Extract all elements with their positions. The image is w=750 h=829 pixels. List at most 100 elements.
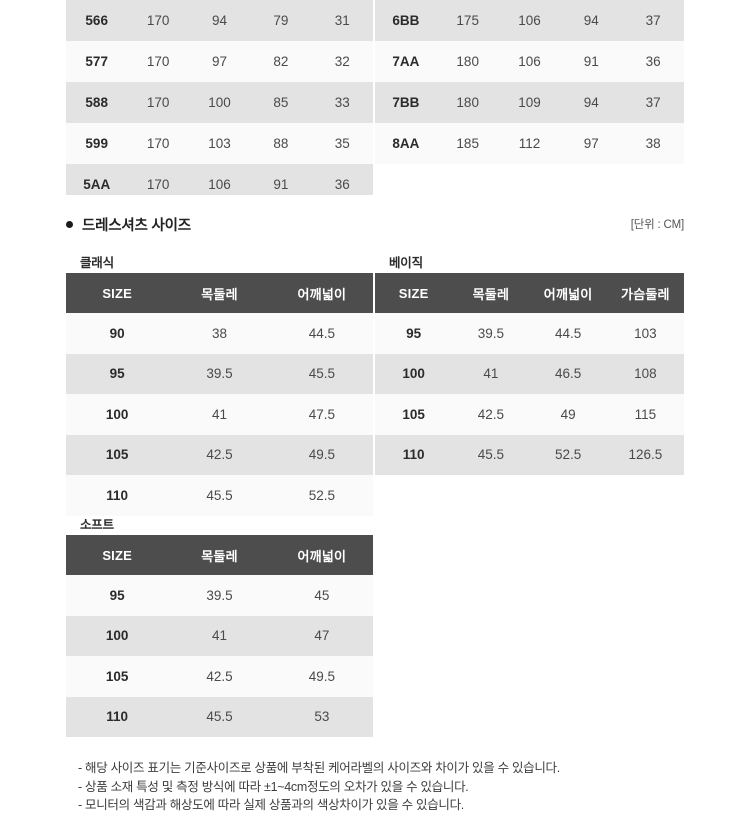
cell-value-2: 49.5 (270, 434, 373, 475)
cell-value-4: 37 (622, 82, 684, 123)
table-row: 100 41 47.5 (66, 394, 373, 435)
cell-value-2: 109 (498, 82, 561, 123)
continued-size-table-left-wrapper: 566 170 94 79 31 577 170 97 82 32 588 170 100 85 33 599… (66, 0, 373, 195)
cell-value-2: 44.5 (270, 313, 373, 354)
table-row: 95 39.5 45 (66, 575, 373, 616)
cell-size: 95 (375, 313, 453, 354)
table-head: SIZE 목둘레 어깨넓이 (66, 535, 373, 575)
cell-value-3: 108 (606, 353, 684, 394)
cell-value-3: 94 (560, 82, 623, 123)
cell-value-3: 85 (250, 82, 312, 123)
cell-value-4: 32 (311, 41, 373, 82)
cell-value-3: 82 (250, 41, 312, 82)
cell-value-2: 45.5 (270, 353, 373, 394)
table-row: 110 45.5 53 (66, 696, 373, 737)
cell-value-1: 39.5 (168, 575, 271, 616)
note-line: - 상품 소재 특성 및 측정 방식에 따라 ±1~4cm정도의 오차가 있을 … (78, 779, 469, 794)
table-row: 577 170 97 82 32 (66, 41, 373, 82)
cell-size: 5AA (66, 164, 128, 195)
cell-value-2: 103 (188, 123, 251, 164)
note-line: - 모니터의 색감과 해상도에 따라 실제 상품과의 색상차이가 있을 수 있습… (78, 798, 464, 812)
cell-value-2: 112 (498, 123, 561, 164)
table-row: 5AA 170 106 91 36 (66, 164, 373, 195)
cell-value-1: 39.5 (168, 353, 271, 394)
column-header-3: 가슴둘레 (606, 273, 684, 313)
cell-size: 100 (375, 353, 453, 394)
table-row: 95 39.5 45.5 (66, 353, 373, 394)
cell-size: 110 (375, 434, 453, 475)
cell-size: 90 (66, 313, 169, 354)
cell-value-1: 175 (436, 0, 499, 41)
cell-value-1: 170 (127, 0, 189, 41)
cell-size: 105 (66, 434, 169, 475)
cell-size: 7BB (375, 82, 437, 123)
note-line: - 해당 사이즈 표기는 기준사이즈로 상품에 부착된 케어라벨의 사이즈와 차… (78, 761, 560, 775)
cell-value-4: 38 (622, 123, 684, 164)
cell-value-1: 41 (168, 394, 271, 435)
section-title-label: 드레스셔츠 사이즈 (82, 218, 191, 234)
cell-value-1: 180 (436, 41, 499, 82)
cell-value-1: 170 (127, 41, 189, 82)
cell-size: 95 (66, 353, 169, 394)
cell-value-2: 106 (498, 41, 561, 82)
cell-value-2: 47.5 (270, 394, 373, 435)
column-header-2: 어깨넓이 (270, 273, 373, 313)
table-header-row: SIZE 목둘레 어깨넓이 (66, 273, 373, 313)
column-header-0: SIZE (375, 273, 453, 313)
cell-value-1: 185 (436, 123, 499, 164)
cell-value-2: 45 (270, 575, 373, 616)
table-row: 95 39.5 44.5 103 (375, 313, 684, 354)
cell-value-1: 42.5 (452, 394, 530, 435)
cell-value-3: 126.5 (606, 434, 684, 475)
cell-value-2: 94 (188, 0, 251, 41)
table-label-soft: 소프트 (80, 518, 114, 532)
footer-notes: - 해당 사이즈 표기는 기준사이즈로 상품에 부착된 케어라벨의 사이즈와 차… (78, 759, 718, 815)
cell-value-2: 106 (188, 164, 251, 195)
table-row: 6BB 175 106 94 37 (375, 0, 684, 41)
cell-size: 8AA (375, 123, 437, 164)
table-row: 90 38 44.5 (66, 313, 373, 354)
cell-value-4: 36 (311, 164, 373, 195)
basic-size-table-wrapper: SIZE 목둘레 어깨넓이 가슴둘레 95 39.5 44.5 103 100 41 46.5 10… (375, 273, 684, 475)
cell-size: 7AA (375, 41, 437, 82)
soft-size-table: SIZE 목둘레 어깨넓이 95 39.5 45 100 41 47 105 42.5 49.5 11… (66, 535, 373, 737)
continued-size-table-left: 566 170 94 79 31 577 170 97 82 32 588 170 100 85 33 599… (66, 0, 373, 195)
table-row: 105 42.5 49 115 (375, 394, 684, 435)
cell-value-3: 115 (606, 394, 684, 435)
cell-value-2: 44.5 (529, 313, 607, 354)
cell-value-2: 52.5 (529, 434, 607, 475)
cell-value-4: 33 (311, 82, 373, 123)
classic-size-table: SIZE 목둘레 어깨넓이 90 38 44.5 95 39.5 45.5 100 41 47.5 1… (66, 273, 373, 516)
cell-value-2: 47 (270, 615, 373, 656)
table-body: 90 38 44.5 95 39.5 45.5 100 41 47.5 105 42.5 49.5 11… (66, 313, 373, 516)
cell-value-2: 49 (529, 394, 607, 435)
cell-value-1: 170 (127, 123, 189, 164)
cell-size: 599 (66, 123, 128, 164)
cell-size: 100 (66, 394, 169, 435)
cell-value-1: 170 (127, 82, 189, 123)
cell-size: 577 (66, 41, 128, 82)
table-row: 588 170 100 85 33 (66, 82, 373, 123)
cell-value-1: 41 (452, 353, 530, 394)
table-row: 100 41 46.5 108 (375, 353, 684, 394)
cell-value-2: 53 (270, 696, 373, 737)
cell-value-2: 100 (188, 82, 251, 123)
cell-value-2: 106 (498, 0, 561, 41)
cell-value-1: 45.5 (452, 434, 530, 475)
cell-value-2: 46.5 (529, 353, 607, 394)
column-header-1: 목둘레 (168, 273, 271, 313)
table-head: SIZE 목둘레 어깨넓이 가슴둘레 (375, 273, 684, 313)
cell-value-1: 42.5 (168, 656, 271, 697)
cell-size: 95 (66, 575, 169, 616)
cell-value-3: 79 (250, 0, 312, 41)
bullet-dot-icon (66, 221, 73, 228)
table-header-row: SIZE 목둘레 어깨넓이 (66, 535, 373, 575)
cell-size: 105 (66, 656, 169, 697)
unit-note: [단위 : CM] (630, 219, 684, 231)
cell-value-3: 91 (560, 41, 623, 82)
cell-value-1: 180 (436, 82, 499, 123)
table-body: 6BB 175 106 94 37 7AA 180 106 91 36 7BB 180 109 94 37 8… (375, 0, 684, 164)
table-label-classic: 클래식 (80, 256, 114, 270)
column-header-1: 목둘레 (452, 273, 530, 313)
cell-value-2: 49.5 (270, 656, 373, 697)
